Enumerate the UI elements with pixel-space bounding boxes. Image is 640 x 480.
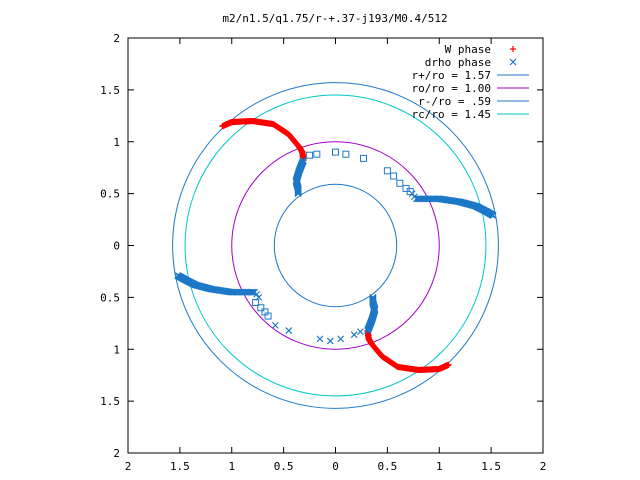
y-tick-label: 1: [113, 343, 120, 356]
x-tick-label: 2: [125, 460, 132, 473]
chart-title: m2/n1.5/q1.75/r-+.37-j193/M0.4/512: [222, 12, 447, 25]
x-tick-label: 0.5: [377, 460, 397, 473]
data-series: [174, 118, 497, 373]
reference-circle: [231, 141, 440, 350]
axis-ticks: 2 1.5 1 0.5 0 0.5 1 1.5 221.510.500.511.52: [100, 32, 546, 473]
x-tick-label: 1: [436, 460, 443, 473]
x-tick-label: 0.5: [274, 460, 294, 473]
square-marker: [383, 167, 391, 175]
x-tick-label: 1.5: [481, 460, 501, 473]
drho-marker: [410, 193, 418, 201]
drho-marker: [271, 321, 279, 329]
drho-marker: [253, 290, 261, 298]
reference-circle: [172, 82, 499, 409]
square-marker: [406, 188, 414, 196]
square-marker: [390, 172, 398, 180]
legend-x-marker: [509, 58, 517, 66]
square-marker: [252, 299, 260, 307]
reference-circles: [172, 82, 499, 409]
x-tick-label: 2: [540, 460, 547, 473]
square-marker: [257, 304, 265, 312]
square-marker: [313, 150, 321, 158]
square-marker: [264, 312, 272, 320]
square-marker: [332, 148, 339, 156]
y-tick-label: 0.5: [100, 291, 120, 304]
square-marker: [342, 150, 350, 158]
drho-marker: [489, 211, 497, 219]
y-tick-label: 2: [113, 32, 120, 45]
drho-marker: [408, 190, 416, 198]
legend-label: drho phase: [425, 56, 491, 69]
x-tick-label: 1: [228, 460, 235, 473]
x-tick-label: 0: [332, 460, 339, 473]
drho-marker: [316, 335, 324, 343]
drho-marker: [255, 293, 263, 301]
square-marker: [360, 154, 368, 162]
drho-marker: [294, 190, 302, 198]
drho-marker: [350, 331, 358, 339]
y-tick-label: 2: [113, 447, 120, 460]
legend-label: ro/ro = 1.00: [412, 82, 491, 95]
drho-marker: [174, 272, 182, 280]
reference-circle: [273, 183, 398, 308]
legend-label: rc/ro = 1.45: [412, 108, 491, 121]
y-tick-label: 0: [113, 240, 120, 253]
drho-marker: [337, 335, 345, 343]
square-marker: [396, 179, 404, 187]
drho-marker: [369, 293, 377, 301]
legend-label: r-/ro = .59: [418, 95, 491, 108]
y-tick-label: 0.5: [100, 188, 120, 201]
legend-label: r+/ro = 1.57: [412, 69, 491, 82]
drho-marker: [326, 337, 334, 345]
drho-marker: [356, 328, 364, 336]
legend-plus-marker: [510, 46, 516, 52]
y-tick-label: 1: [113, 136, 120, 149]
y-tick-label: 1.5: [100, 395, 120, 408]
square-marker: [306, 151, 314, 159]
reference-circle: [184, 94, 487, 397]
x-tick-label: 1.5: [170, 460, 190, 473]
legend-label: W phase: [445, 43, 491, 56]
drho-marker: [285, 327, 293, 334]
y-tick-label: 1.5: [100, 84, 120, 97]
